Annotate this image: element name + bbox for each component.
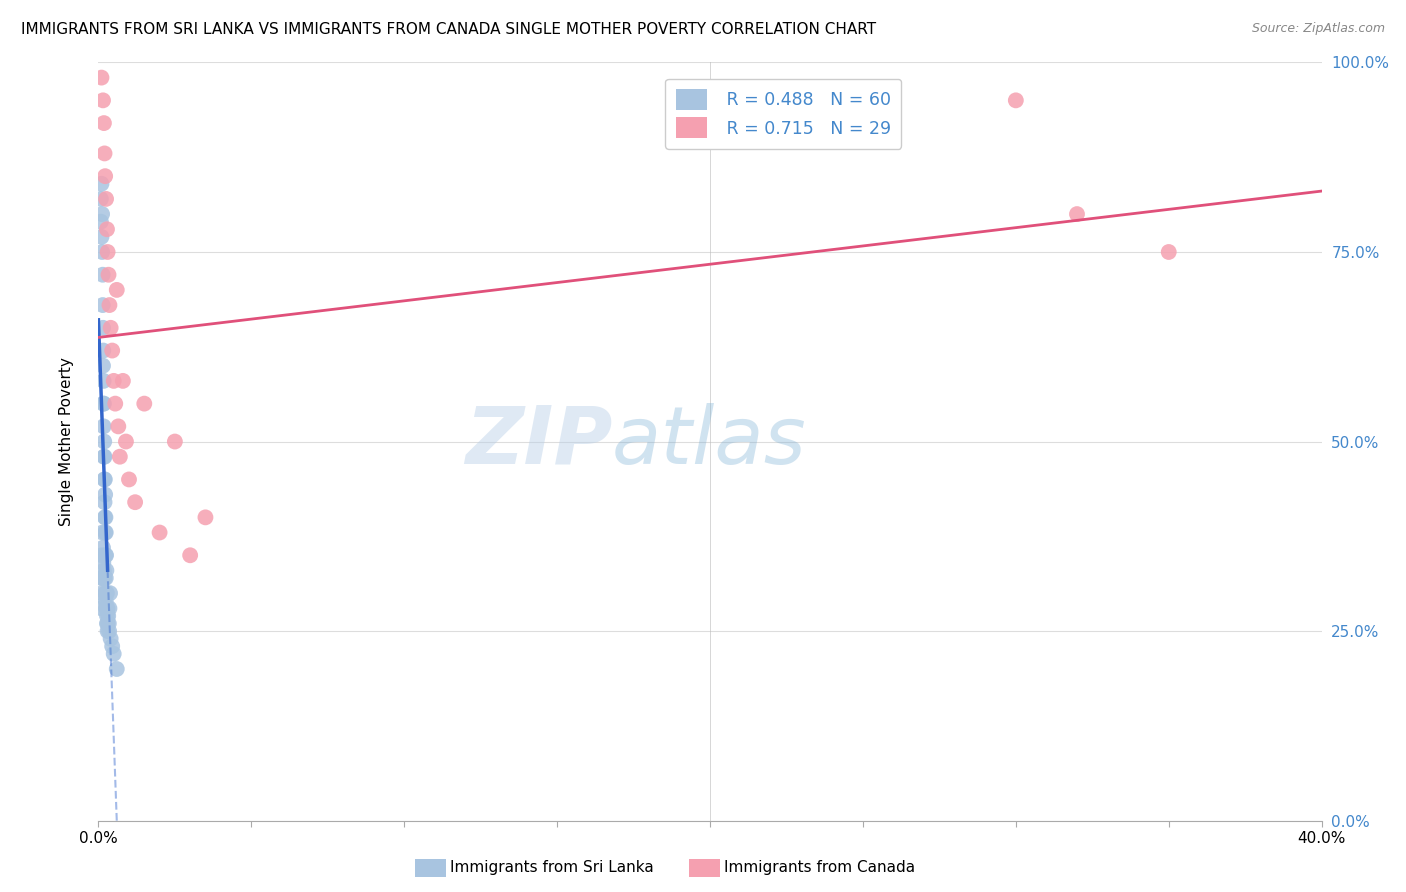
Point xyxy=(91,298,114,312)
Point xyxy=(105,662,128,676)
Point xyxy=(90,601,112,615)
Point xyxy=(94,169,117,184)
Point xyxy=(94,525,117,540)
Point xyxy=(90,586,112,600)
Point xyxy=(91,525,114,540)
Point xyxy=(97,624,120,639)
Point xyxy=(98,298,121,312)
Point xyxy=(91,359,114,373)
Point xyxy=(91,268,114,282)
Point xyxy=(93,116,115,130)
Point xyxy=(115,434,138,449)
Text: Immigrants from Sri Lanka: Immigrants from Sri Lanka xyxy=(450,861,654,875)
Point xyxy=(94,548,117,563)
Point xyxy=(90,548,112,563)
Point xyxy=(1157,244,1180,259)
Point xyxy=(108,450,131,464)
Point xyxy=(93,146,115,161)
Point xyxy=(94,548,117,563)
Point xyxy=(93,396,115,410)
Point xyxy=(100,320,122,334)
Point xyxy=(90,177,112,191)
Point xyxy=(93,450,115,464)
Point xyxy=(96,601,118,615)
Point xyxy=(93,571,115,585)
Point xyxy=(91,320,114,334)
Point xyxy=(97,616,120,631)
Point xyxy=(98,586,121,600)
Point xyxy=(93,564,115,578)
Point xyxy=(90,571,112,585)
Point xyxy=(94,571,117,585)
Point xyxy=(91,343,114,358)
Point xyxy=(96,564,118,578)
Point xyxy=(93,374,115,388)
Point xyxy=(93,419,115,434)
Point xyxy=(91,94,114,108)
Point xyxy=(91,207,114,221)
Point xyxy=(94,586,117,600)
Point xyxy=(1004,94,1026,108)
Point xyxy=(91,541,114,555)
Point xyxy=(91,244,114,259)
Point xyxy=(94,510,117,524)
Point xyxy=(104,396,127,410)
Point xyxy=(96,616,118,631)
Text: IMMIGRANTS FROM SRI LANKA VS IMMIGRANTS FROM CANADA SINGLE MOTHER POVERTY CORREL: IMMIGRANTS FROM SRI LANKA VS IMMIGRANTS … xyxy=(21,22,876,37)
Point xyxy=(94,192,117,206)
Point xyxy=(111,374,134,388)
Point xyxy=(1066,207,1088,221)
Point xyxy=(96,222,118,236)
Point xyxy=(194,510,217,524)
Point xyxy=(93,450,115,464)
Point xyxy=(97,608,120,623)
Point xyxy=(134,396,156,410)
Text: atlas: atlas xyxy=(612,402,807,481)
Point xyxy=(90,214,112,228)
Point xyxy=(98,624,121,639)
Point xyxy=(91,571,114,585)
Point xyxy=(93,495,115,509)
Point xyxy=(91,556,114,570)
Point xyxy=(100,632,122,646)
Point xyxy=(93,473,115,487)
Point xyxy=(91,396,114,410)
Point xyxy=(90,70,112,85)
Point xyxy=(101,639,124,653)
Point xyxy=(93,434,115,449)
Point xyxy=(98,601,121,615)
Text: Immigrants from Canada: Immigrants from Canada xyxy=(724,861,915,875)
Point xyxy=(94,586,117,600)
Point xyxy=(97,601,120,615)
Text: Source: ZipAtlas.com: Source: ZipAtlas.com xyxy=(1251,22,1385,36)
Point xyxy=(179,548,201,563)
Point xyxy=(124,495,146,509)
Point xyxy=(97,244,120,259)
Point xyxy=(94,487,117,501)
Point xyxy=(97,268,120,282)
Text: ZIP: ZIP xyxy=(465,402,612,481)
Point xyxy=(90,229,112,244)
Point xyxy=(94,594,117,608)
Point xyxy=(149,525,172,540)
Point xyxy=(163,434,186,449)
Point xyxy=(90,192,112,206)
Point xyxy=(107,419,129,434)
Point xyxy=(105,283,128,297)
Point xyxy=(103,374,125,388)
Legend:  R = 0.488   N = 60,  R = 0.715   N = 29: R = 0.488 N = 60, R = 0.715 N = 29 xyxy=(665,78,901,149)
Point xyxy=(96,601,118,615)
Point xyxy=(96,608,118,623)
Point xyxy=(94,510,117,524)
Point xyxy=(97,616,120,631)
Point xyxy=(101,343,124,358)
Point xyxy=(118,473,141,487)
Point xyxy=(94,473,117,487)
Point xyxy=(94,525,117,540)
Point xyxy=(96,586,118,600)
Y-axis label: Single Mother Poverty: Single Mother Poverty xyxy=(59,357,75,526)
Point xyxy=(103,647,125,661)
